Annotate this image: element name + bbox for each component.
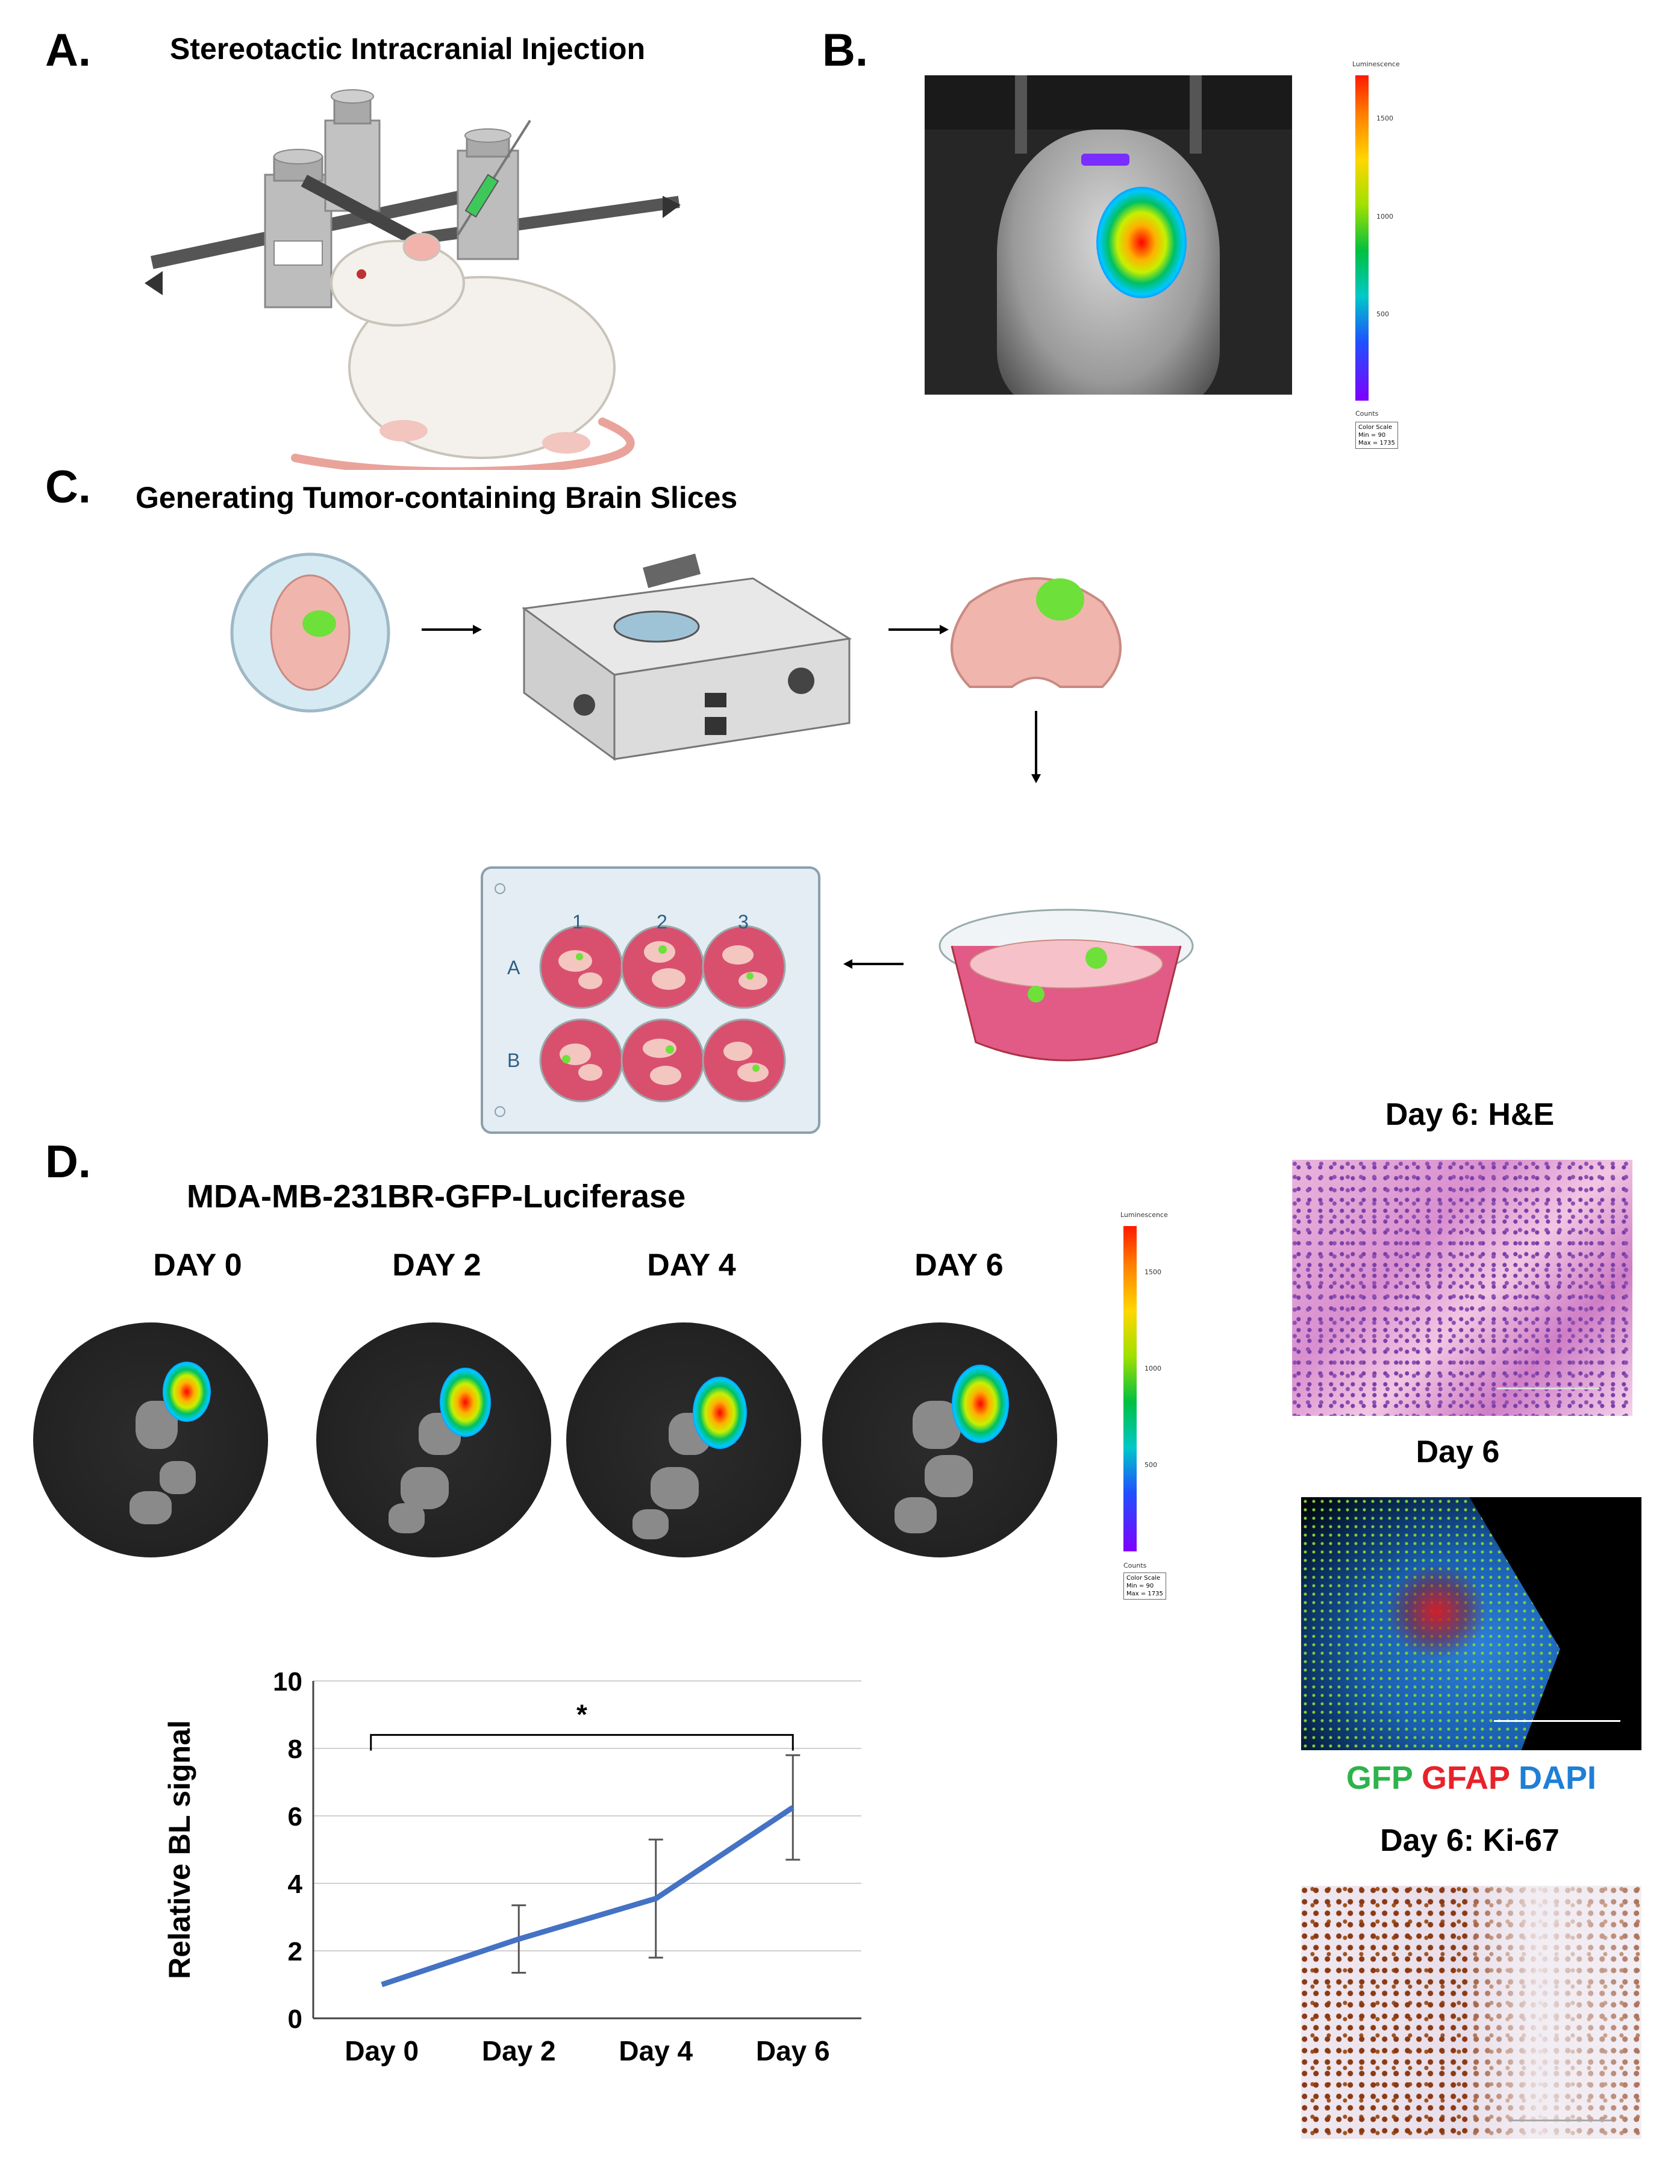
colorbar-tick: 1500 bbox=[1144, 1268, 1161, 1276]
brain-slice-workflow bbox=[230, 552, 1194, 1134]
colorbar-units: Counts bbox=[1123, 1562, 1147, 1569]
stereotactic-illustration bbox=[145, 89, 681, 470]
scale-box-title: Color Scale bbox=[1126, 1575, 1161, 1582]
immunofluorescence-image bbox=[1301, 1497, 1641, 1750]
plate-day-6 bbox=[822, 1322, 1057, 1557]
panel-d-letter: D. bbox=[45, 1136, 91, 1187]
y-tick-label: 8 bbox=[288, 1735, 302, 1764]
plate-day-2 bbox=[316, 1322, 551, 1557]
x-tick-label: Day 6 bbox=[756, 2035, 830, 2067]
panel-b-color-scale: Luminescence 1500 1000 500 Counts Color … bbox=[1352, 60, 1437, 458]
colorbar-title: Luminescence bbox=[1120, 1211, 1168, 1219]
y-tick-label: 10 bbox=[273, 1667, 302, 1697]
rat-tail bbox=[291, 418, 635, 470]
plate-col-2: 2 bbox=[657, 911, 667, 933]
colorbar-tick: 500 bbox=[1376, 310, 1389, 318]
colorbar-tick: 1000 bbox=[1144, 1365, 1161, 1372]
chart-error-bars bbox=[511, 1754, 801, 1974]
panel-c-title: Generating Tumor-containing Brain Slices bbox=[136, 481, 738, 515]
scale-box-title: Color Scale bbox=[1358, 424, 1393, 431]
scale-box-max: Max = 1735 bbox=[1126, 1591, 1163, 1597]
colorbar-tick: 500 bbox=[1144, 1461, 1157, 1469]
scale-bar bbox=[1497, 1388, 1599, 1389]
series-line bbox=[381, 1805, 795, 1988]
plate-col-1: 1 bbox=[572, 911, 583, 933]
panel-b-letter: B. bbox=[822, 25, 868, 76]
bioluminescence-mouse-image bbox=[925, 75, 1292, 395]
chart-y-ticks: 0 2 4 6 8 10 bbox=[273, 1667, 302, 2034]
day-label-6: DAY 6 bbox=[914, 1248, 1004, 1283]
plate-col-3: 3 bbox=[738, 911, 749, 933]
colorbar-tick: 1500 bbox=[1376, 114, 1393, 122]
scale-box-max: Max = 1735 bbox=[1358, 440, 1395, 446]
y-axis-label: Relative BL signal bbox=[163, 1720, 196, 1979]
colorbar-units: Counts bbox=[1355, 410, 1379, 418]
he-title: Day 6: H&E bbox=[1385, 1097, 1555, 1132]
scale-bar bbox=[1494, 1720, 1620, 1722]
colorbar-tick: 1000 bbox=[1376, 213, 1393, 221]
x-tick-label: Day 4 bbox=[619, 2035, 693, 2067]
plate-row-a: A bbox=[507, 957, 520, 978]
scale-bar bbox=[1509, 2120, 1611, 2121]
chart-x-ticks: Day 0 Day 2 Day 4 Day 6 bbox=[345, 2035, 829, 2067]
y-tick-label: 4 bbox=[288, 1870, 303, 1899]
scale-box-min: Min = 90 bbox=[1358, 432, 1386, 439]
panel-c-letter: C. bbox=[45, 462, 91, 513]
panel-d-color-scale: Luminescence 1500 1000 500 Counts Color … bbox=[1120, 1211, 1205, 1609]
if-title: Day 6 bbox=[1416, 1435, 1500, 1469]
significance-bracket bbox=[370, 1734, 794, 1751]
y-tick-label: 2 bbox=[288, 1937, 302, 1967]
colorbar-title: Luminescence bbox=[1352, 60, 1400, 68]
ki67-title: Day 6: Ki-67 bbox=[1380, 1823, 1560, 1858]
x-tick-label: Day 0 bbox=[345, 2035, 419, 2067]
plate-row-b: B bbox=[507, 1050, 520, 1071]
plate-day-4 bbox=[566, 1322, 801, 1557]
panel-d-title: MDA-MB-231BR-GFP-Luciferase bbox=[187, 1178, 686, 1215]
day-label-0: DAY 0 bbox=[153, 1248, 242, 1283]
significance-star: * bbox=[576, 1699, 587, 1730]
bl-signal-line-chart: 0 2 4 6 8 10 Day 0 Day 2 Day 4 Day 6 * Relative … bbox=[163, 1667, 861, 2067]
y-tick-label: 6 bbox=[288, 1802, 302, 1832]
panel-a-title: Stereotactic Intracranial Injection bbox=[170, 32, 646, 66]
he-stain-image bbox=[1292, 1160, 1632, 1416]
y-tick-label: 0 bbox=[288, 2004, 302, 2034]
dapi-label: DAPI bbox=[1519, 1760, 1597, 1796]
bracket-line bbox=[370, 1734, 794, 1751]
ki67-stain-image bbox=[1301, 1886, 1641, 2139]
panel-a-letter: A. bbox=[45, 25, 91, 76]
colorbar-scale-box: Color Scale Min = 90 Max = 1735 bbox=[1355, 422, 1398, 449]
coronal-slice bbox=[951, 577, 1122, 688]
rat-head bbox=[330, 240, 465, 327]
day-label-2: DAY 2 bbox=[392, 1248, 481, 1283]
scale-box-min: Min = 90 bbox=[1126, 1583, 1154, 1589]
if-channel-legend: GFP GFAP DAPI bbox=[1301, 1759, 1641, 1797]
colorbar-gradient bbox=[1123, 1226, 1137, 1551]
x-tick-label: Day 2 bbox=[482, 2035, 556, 2067]
day-label-4: DAY 4 bbox=[647, 1248, 736, 1283]
colorbar-gradient bbox=[1355, 75, 1369, 401]
gfap-label: GFAP bbox=[1421, 1760, 1510, 1796]
colorbar-scale-box: Color Scale Min = 90 Max = 1735 bbox=[1123, 1572, 1166, 1600]
chart-gridlines bbox=[312, 1680, 861, 2020]
gfp-label: GFP bbox=[1346, 1760, 1413, 1796]
plate-day-0 bbox=[33, 1322, 268, 1557]
